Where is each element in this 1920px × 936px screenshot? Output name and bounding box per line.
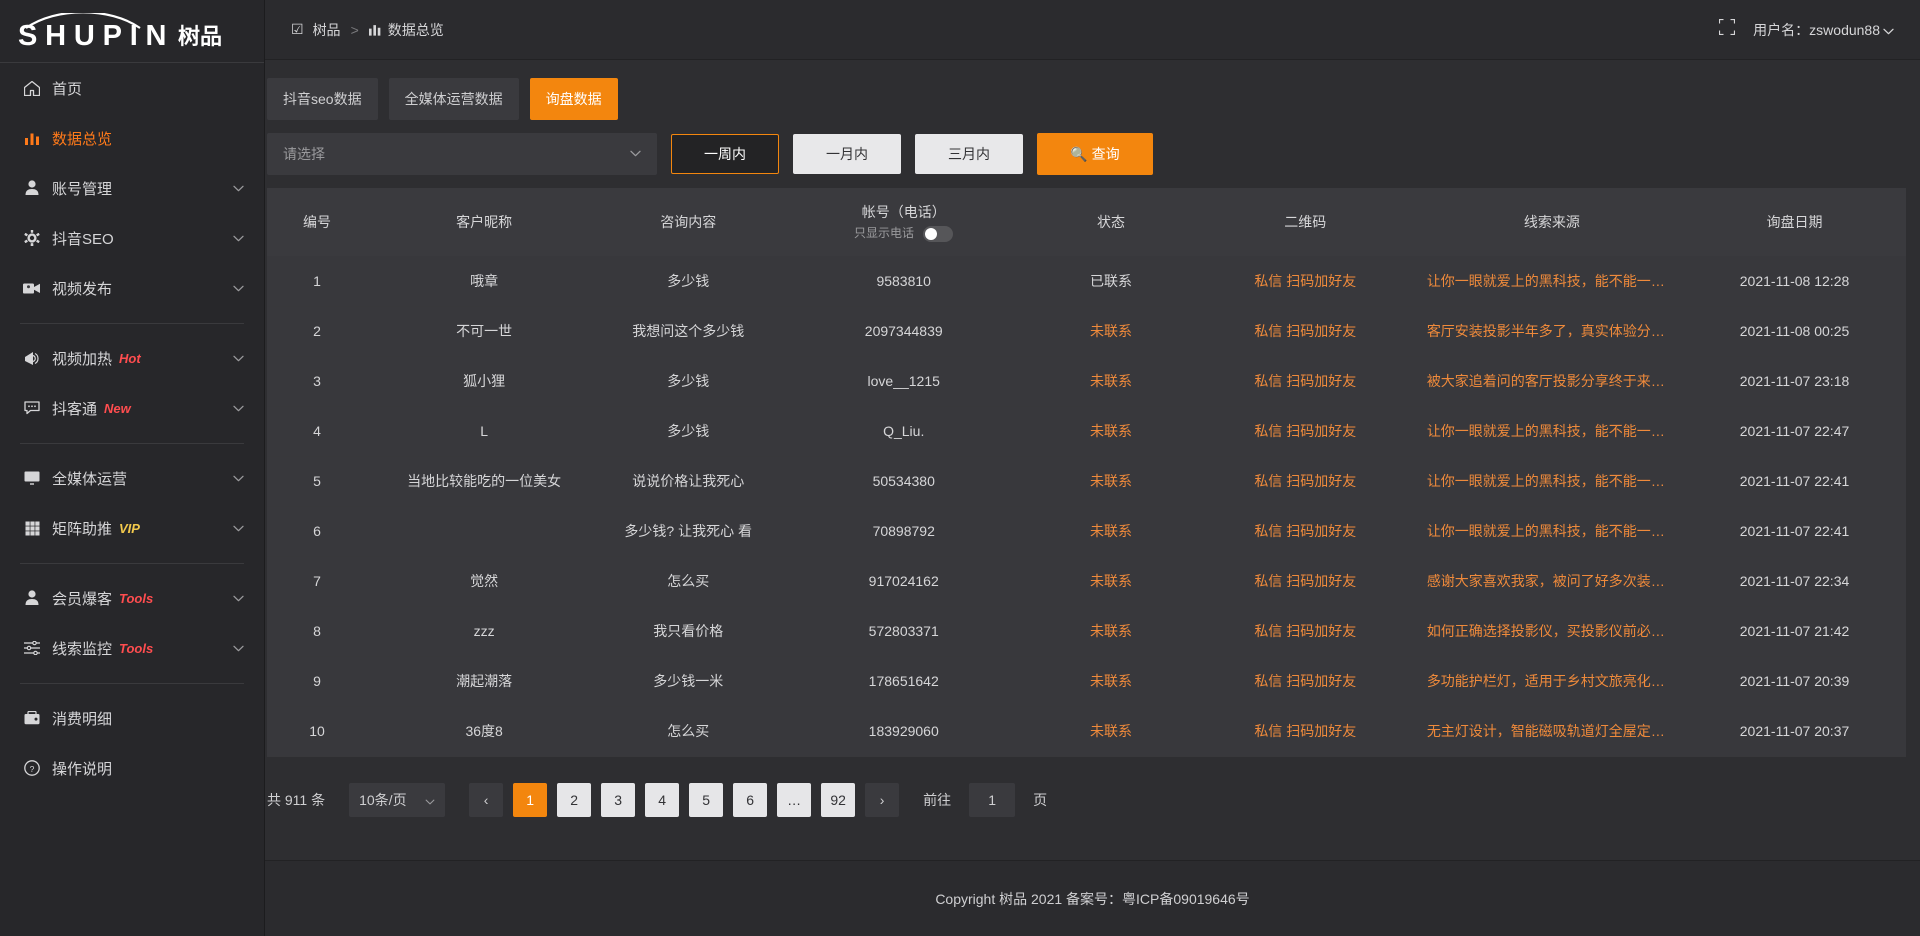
svg-text:SHUPIN: SHUPIN [18,20,168,49]
svg-text:?: ? [30,764,35,774]
svg-text:树品: 树品 [178,24,222,49]
